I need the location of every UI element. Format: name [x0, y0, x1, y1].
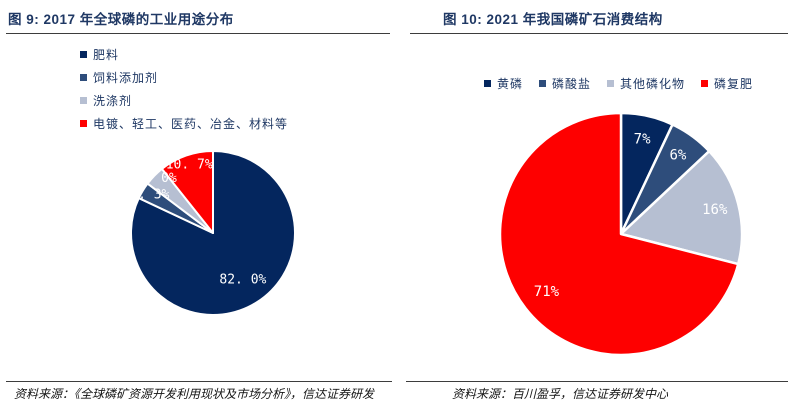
legend-label: 饲料添加剂: [93, 71, 159, 85]
pie-chart-figure-10: 7% 6% 16% 71%: [498, 111, 744, 357]
legend-figure-10: 黄磷 磷酸盐 其他磷化物 磷复肥: [484, 76, 753, 91]
figure-panel-left: 图 9: 2017 年全球磷的工业用途分布 肥料饲料添加剂洗涤剂电镀、轻工、医药…: [6, 12, 392, 401]
legend-swatch: [80, 74, 87, 81]
pie-value-label: 3. 3%: [130, 187, 169, 202]
figure-panel-right: 图 10: 2021 年我国磷矿石消费结构 黄磷 磷酸盐 其他磷化物 磷复肥 7% 6%…: [396, 0, 792, 404]
source-text-figure-10: 资料来源：百川盈孚，信达证券研发中心: [452, 387, 669, 401]
legend-swatch: [484, 80, 491, 87]
legend-item: 饲料添加剂: [80, 66, 288, 89]
legend-label: 磷复肥: [714, 77, 754, 91]
figure-9-title: 图 9: 2017 年全球磷的工业用途分布: [8, 12, 234, 27]
title-divider: [6, 33, 390, 34]
legend-item: 磷酸盐: [539, 76, 591, 91]
legend-item: 黄磷: [484, 76, 523, 91]
legend-swatch: [80, 97, 87, 104]
legend-label: 黄磷: [497, 77, 524, 91]
source-divider: [6, 381, 392, 382]
pie-value-label: 6%: [669, 148, 686, 164]
pie-value-label: 7%: [634, 132, 651, 148]
source-text-figure-9: 资料来源：《全球磷矿资源开发利用现状及市场分析》，信达证券研发: [14, 387, 375, 401]
legend-item: 电镀、轻工、医药、冶金、材料等: [80, 112, 288, 135]
legend-figure-9: 肥料饲料添加剂洗涤剂电镀、轻工、医药、冶金、材料等: [80, 43, 288, 135]
legend-swatch: [607, 80, 615, 87]
legend-label: 电镀、轻工、医药、冶金、材料等: [93, 117, 289, 131]
legend-item: 肥料: [80, 43, 288, 66]
legend-item: 洗涤剂: [80, 89, 288, 112]
legend-swatch: [539, 80, 547, 87]
pie-slice-4: [498, 111, 740, 357]
pie-slice-4: [160, 150, 214, 234]
legend-label: 肥料: [93, 48, 120, 62]
source-divider: [406, 381, 788, 382]
figure-10-title: 图 10: 2021 年我国磷矿石消费结构: [443, 12, 663, 27]
legend-label: 磷酸盐: [552, 77, 592, 91]
legend-swatch: [80, 120, 87, 127]
legend-item: 磷复肥: [701, 76, 753, 91]
pie-slice-3: [619, 149, 744, 266]
legend-swatch: [701, 80, 709, 87]
legend-swatch: [80, 51, 87, 58]
legend-label: 其他磷化物: [620, 77, 686, 91]
pie-chart-figure-9: 82. 0% 3. 3%4. 0%10. 7%: [130, 150, 296, 316]
pie-value-label: 4. 0%: [138, 171, 177, 186]
legend-item: 其他磷化物: [607, 76, 685, 91]
pie-value-label: 16%: [702, 202, 728, 218]
title-divider: [410, 33, 788, 34]
pie-value-label: 10. 7%: [166, 157, 213, 172]
pie-value-label: 71%: [534, 284, 560, 300]
legend-label: 洗涤剂: [93, 94, 133, 108]
pie-value-label: 82. 0%: [219, 273, 266, 288]
